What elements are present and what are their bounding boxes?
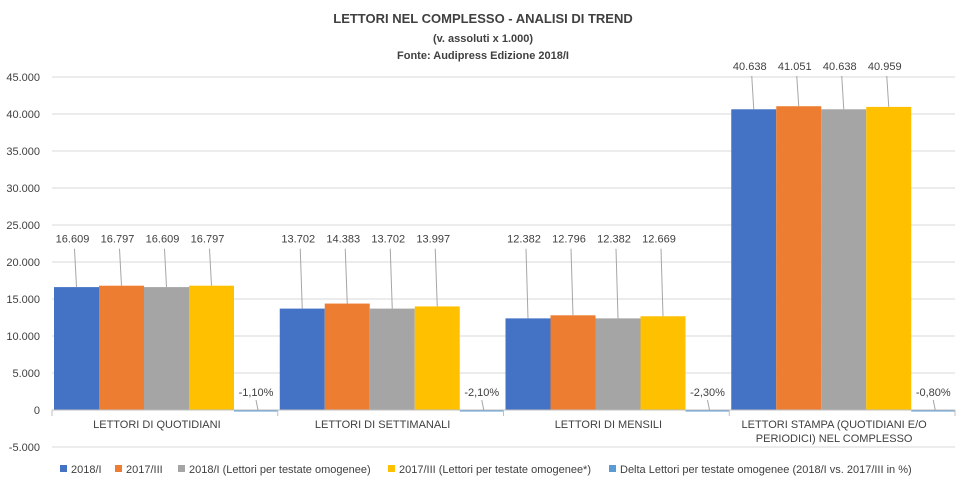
data-label: 16.609 [56, 234, 90, 246]
data-label: 12.382 [507, 234, 541, 246]
bar-2017-iii-omogenee [866, 106, 912, 411]
data-label-leader [434, 248, 438, 307]
data-label: 41.051 [778, 61, 812, 73]
data-label-leader [570, 248, 574, 316]
chart-source: Fonte: Audipress Edizione 2018/I [397, 50, 569, 62]
category-label: LETTORI DI SETTIMANALI [315, 419, 451, 431]
bar-2017-iii [324, 303, 370, 410]
legend-swatch [60, 465, 67, 472]
bar-2017-iii-omogenee [414, 306, 460, 410]
bar-2017-iii [776, 106, 822, 411]
bar-delta [234, 410, 278, 412]
y-tick-label: 5.000 [12, 368, 40, 380]
delta-label: -1,10% [239, 387, 274, 399]
y-tick-label: 35.000 [6, 146, 40, 158]
bar-2018-i-omogenee [144, 287, 189, 410]
y-tick-label: 40.000 [6, 109, 40, 121]
y-tick-label: -5.000 [9, 442, 40, 454]
data-label: 16.609 [146, 234, 180, 246]
data-label-leader [707, 399, 710, 411]
data-label-leader [389, 248, 393, 309]
legend-swatch [388, 465, 395, 472]
data-label: 13.702 [371, 234, 405, 246]
bar-2017-iii [99, 285, 144, 410]
bar-2018-i-omogenee [821, 109, 867, 410]
y-tick-label: 15.000 [6, 294, 40, 306]
data-label: 40.638 [823, 61, 857, 73]
category-label: PERIODICI) NEL COMPLESSO [756, 433, 913, 445]
bar-2017-iii-omogenee [189, 285, 234, 410]
data-label: 12.382 [597, 234, 631, 246]
data-label-leader [751, 75, 755, 110]
bar-2018-i [505, 318, 551, 410]
bar-2017-iii [550, 315, 596, 410]
data-label-leader [932, 399, 936, 411]
data-label: 13.997 [416, 234, 450, 246]
data-label-leader [209, 248, 212, 286]
category-label: LETTORI DI QUOTIDIANI [93, 419, 221, 431]
data-label-leader [841, 75, 845, 110]
y-tick-label: 25.000 [6, 220, 40, 232]
delta-label: -2,30% [690, 387, 725, 399]
bar-2018-i [54, 287, 99, 410]
legend-label: 2018/I (Lettori per testate omogenee) [189, 464, 371, 476]
delta-label: -0,80% [916, 387, 951, 399]
data-label-leader [74, 248, 77, 288]
y-tick-label: 10.000 [6, 331, 40, 343]
delta-label: -2,10% [464, 387, 499, 399]
legend-label: 2017/III [126, 464, 163, 476]
category-label: LETTORI DI MENSILI [555, 419, 662, 431]
data-label: 40.638 [733, 61, 767, 73]
legend-swatch [609, 465, 616, 472]
data-label: 16.797 [191, 234, 225, 246]
bar-delta [685, 410, 730, 412]
data-label-leader [164, 248, 167, 288]
bar-2018-i [731, 109, 777, 410]
chart-subtitle: (v. assoluti x 1.000) [433, 33, 533, 45]
bar-delta [459, 410, 504, 412]
data-label-leader [344, 248, 348, 304]
data-label: 13.702 [281, 234, 315, 246]
bar-2018-i-omogenee [595, 318, 641, 410]
data-label: 12.796 [552, 234, 586, 246]
bar-2017-iii-omogenee [640, 316, 686, 410]
category-label: LETTORI STAMPA (QUOTIDIANI E/O [742, 419, 928, 431]
y-tick-label: 30.000 [6, 183, 40, 195]
data-label-leader [525, 248, 529, 319]
legend-label: 2017/III (Lettori per testate omogenee*) [399, 464, 591, 476]
y-tick-label: 0 [34, 405, 40, 417]
bar-2018-i-omogenee [369, 308, 415, 410]
y-tick-label: 45.000 [6, 72, 40, 84]
y-tick-label: 20.000 [6, 257, 40, 269]
data-label-leader [481, 399, 485, 411]
data-label-leader [119, 248, 122, 286]
data-label-leader [796, 75, 800, 107]
data-label-leader [299, 248, 303, 309]
bar-2018-i [279, 308, 325, 410]
data-label: 16.797 [101, 234, 135, 246]
data-label: 12.669 [642, 234, 676, 246]
legend-label: 2018/I [71, 464, 102, 476]
legend-swatch [115, 465, 122, 472]
data-label-leader [886, 75, 890, 107]
chart-title: LETTORI NEL COMPLESSO - ANALISI DI TREND [333, 11, 633, 26]
data-label-leader [255, 399, 259, 411]
legend-label: Delta Lettori per testate omogenee (2018… [620, 464, 912, 476]
data-label: 40.959 [868, 61, 902, 73]
data-label: 14.383 [326, 234, 360, 246]
bar-delta [911, 410, 956, 412]
data-label-leader [615, 248, 619, 319]
data-label-leader [660, 248, 664, 317]
legend-swatch [178, 465, 185, 472]
